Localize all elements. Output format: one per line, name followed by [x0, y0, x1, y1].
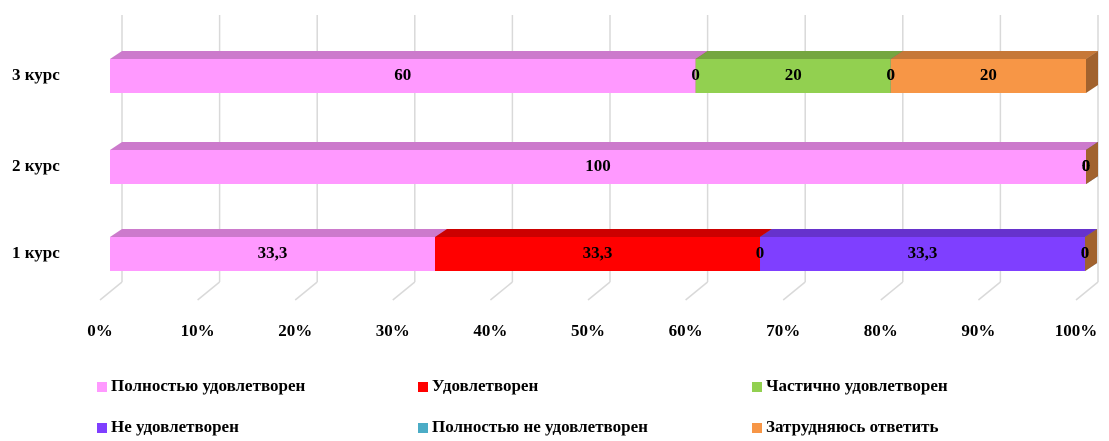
bar — [760, 237, 1086, 271]
grid-floor-line — [99, 281, 123, 301]
data-label: 0 — [756, 243, 765, 262]
bar-top — [110, 229, 448, 237]
grid-floor-line — [587, 281, 611, 301]
grid-floor-line — [880, 281, 904, 301]
x-tick-label: 40% — [473, 321, 507, 340]
legend-label: Затрудняюсь ответить — [766, 417, 938, 436]
legend-label: Полностью удовлетворен — [111, 376, 306, 395]
legend-label: Частично удовлетворен — [766, 376, 948, 395]
legend-swatch — [752, 423, 762, 433]
bar — [110, 237, 436, 271]
grid-floor-line — [392, 281, 416, 301]
data-label: 20 — [785, 65, 802, 84]
legend-swatch — [97, 423, 107, 433]
grid-floor-line — [489, 281, 513, 301]
grid-floor-line — [977, 281, 1001, 301]
data-label: 0 — [887, 65, 896, 84]
bar-side — [1086, 142, 1098, 184]
legend-swatch — [418, 382, 428, 392]
x-tick-label: 70% — [766, 321, 800, 340]
data-label: 0 — [691, 65, 700, 84]
y-tick-label: 1 курс — [12, 243, 60, 262]
bar-top — [695, 51, 903, 59]
data-label: 0 — [1082, 156, 1091, 175]
legend-swatch — [752, 382, 762, 392]
data-label: 0 — [887, 65, 896, 84]
data-label: 33,3 — [258, 243, 288, 262]
legend-label: Удовлетворен — [432, 376, 538, 395]
legend-label: Не удовлетворен — [111, 417, 239, 436]
x-tick-label: 80% — [864, 321, 898, 340]
bar — [110, 59, 696, 93]
grid-floor-line — [685, 281, 709, 301]
bar-top — [110, 142, 1098, 150]
bar — [695, 59, 891, 93]
data-label: 0 — [1082, 156, 1091, 175]
bar-side — [1085, 229, 1098, 271]
bar — [435, 237, 761, 271]
x-tick-label: 0% — [87, 321, 113, 340]
y-tick-label: 3 курс — [12, 65, 60, 84]
legend-swatch — [418, 423, 428, 433]
legend-label: Полностью не удовлетворен — [432, 417, 648, 436]
grid-floor-line — [782, 281, 806, 301]
data-label: 0 — [1081, 243, 1090, 262]
x-tick-label: 60% — [669, 321, 703, 340]
data-label: 0 — [1082, 156, 1091, 175]
grid-floor-line — [197, 281, 221, 301]
bar-top — [435, 229, 773, 237]
data-label: 0 — [1081, 243, 1090, 262]
data-label: 0 — [1082, 156, 1091, 175]
x-tick-label: 30% — [376, 321, 410, 340]
grid-floor-line — [294, 281, 318, 301]
bar-side — [1086, 51, 1098, 93]
x-tick-label: 10% — [181, 321, 215, 340]
bar-top — [110, 51, 708, 59]
data-label: 0 — [1082, 156, 1091, 175]
data-label: 20 — [980, 65, 997, 84]
grid-floor-line — [1075, 281, 1099, 301]
data-label: 33,3 — [908, 243, 938, 262]
bar — [890, 59, 1086, 93]
data-label: 100 — [585, 156, 611, 175]
legend-swatch — [97, 382, 107, 392]
y-tick-label: 2 курс — [12, 156, 60, 175]
data-label: 60 — [394, 65, 411, 84]
data-label: 33,3 — [583, 243, 613, 262]
bar — [110, 150, 1086, 184]
bar-top — [760, 229, 1098, 237]
x-tick-label: 20% — [278, 321, 312, 340]
x-tick-label: 50% — [571, 321, 605, 340]
bar-top — [890, 51, 1098, 59]
x-tick-label: 100% — [1055, 321, 1098, 340]
x-tick-label: 90% — [961, 321, 995, 340]
